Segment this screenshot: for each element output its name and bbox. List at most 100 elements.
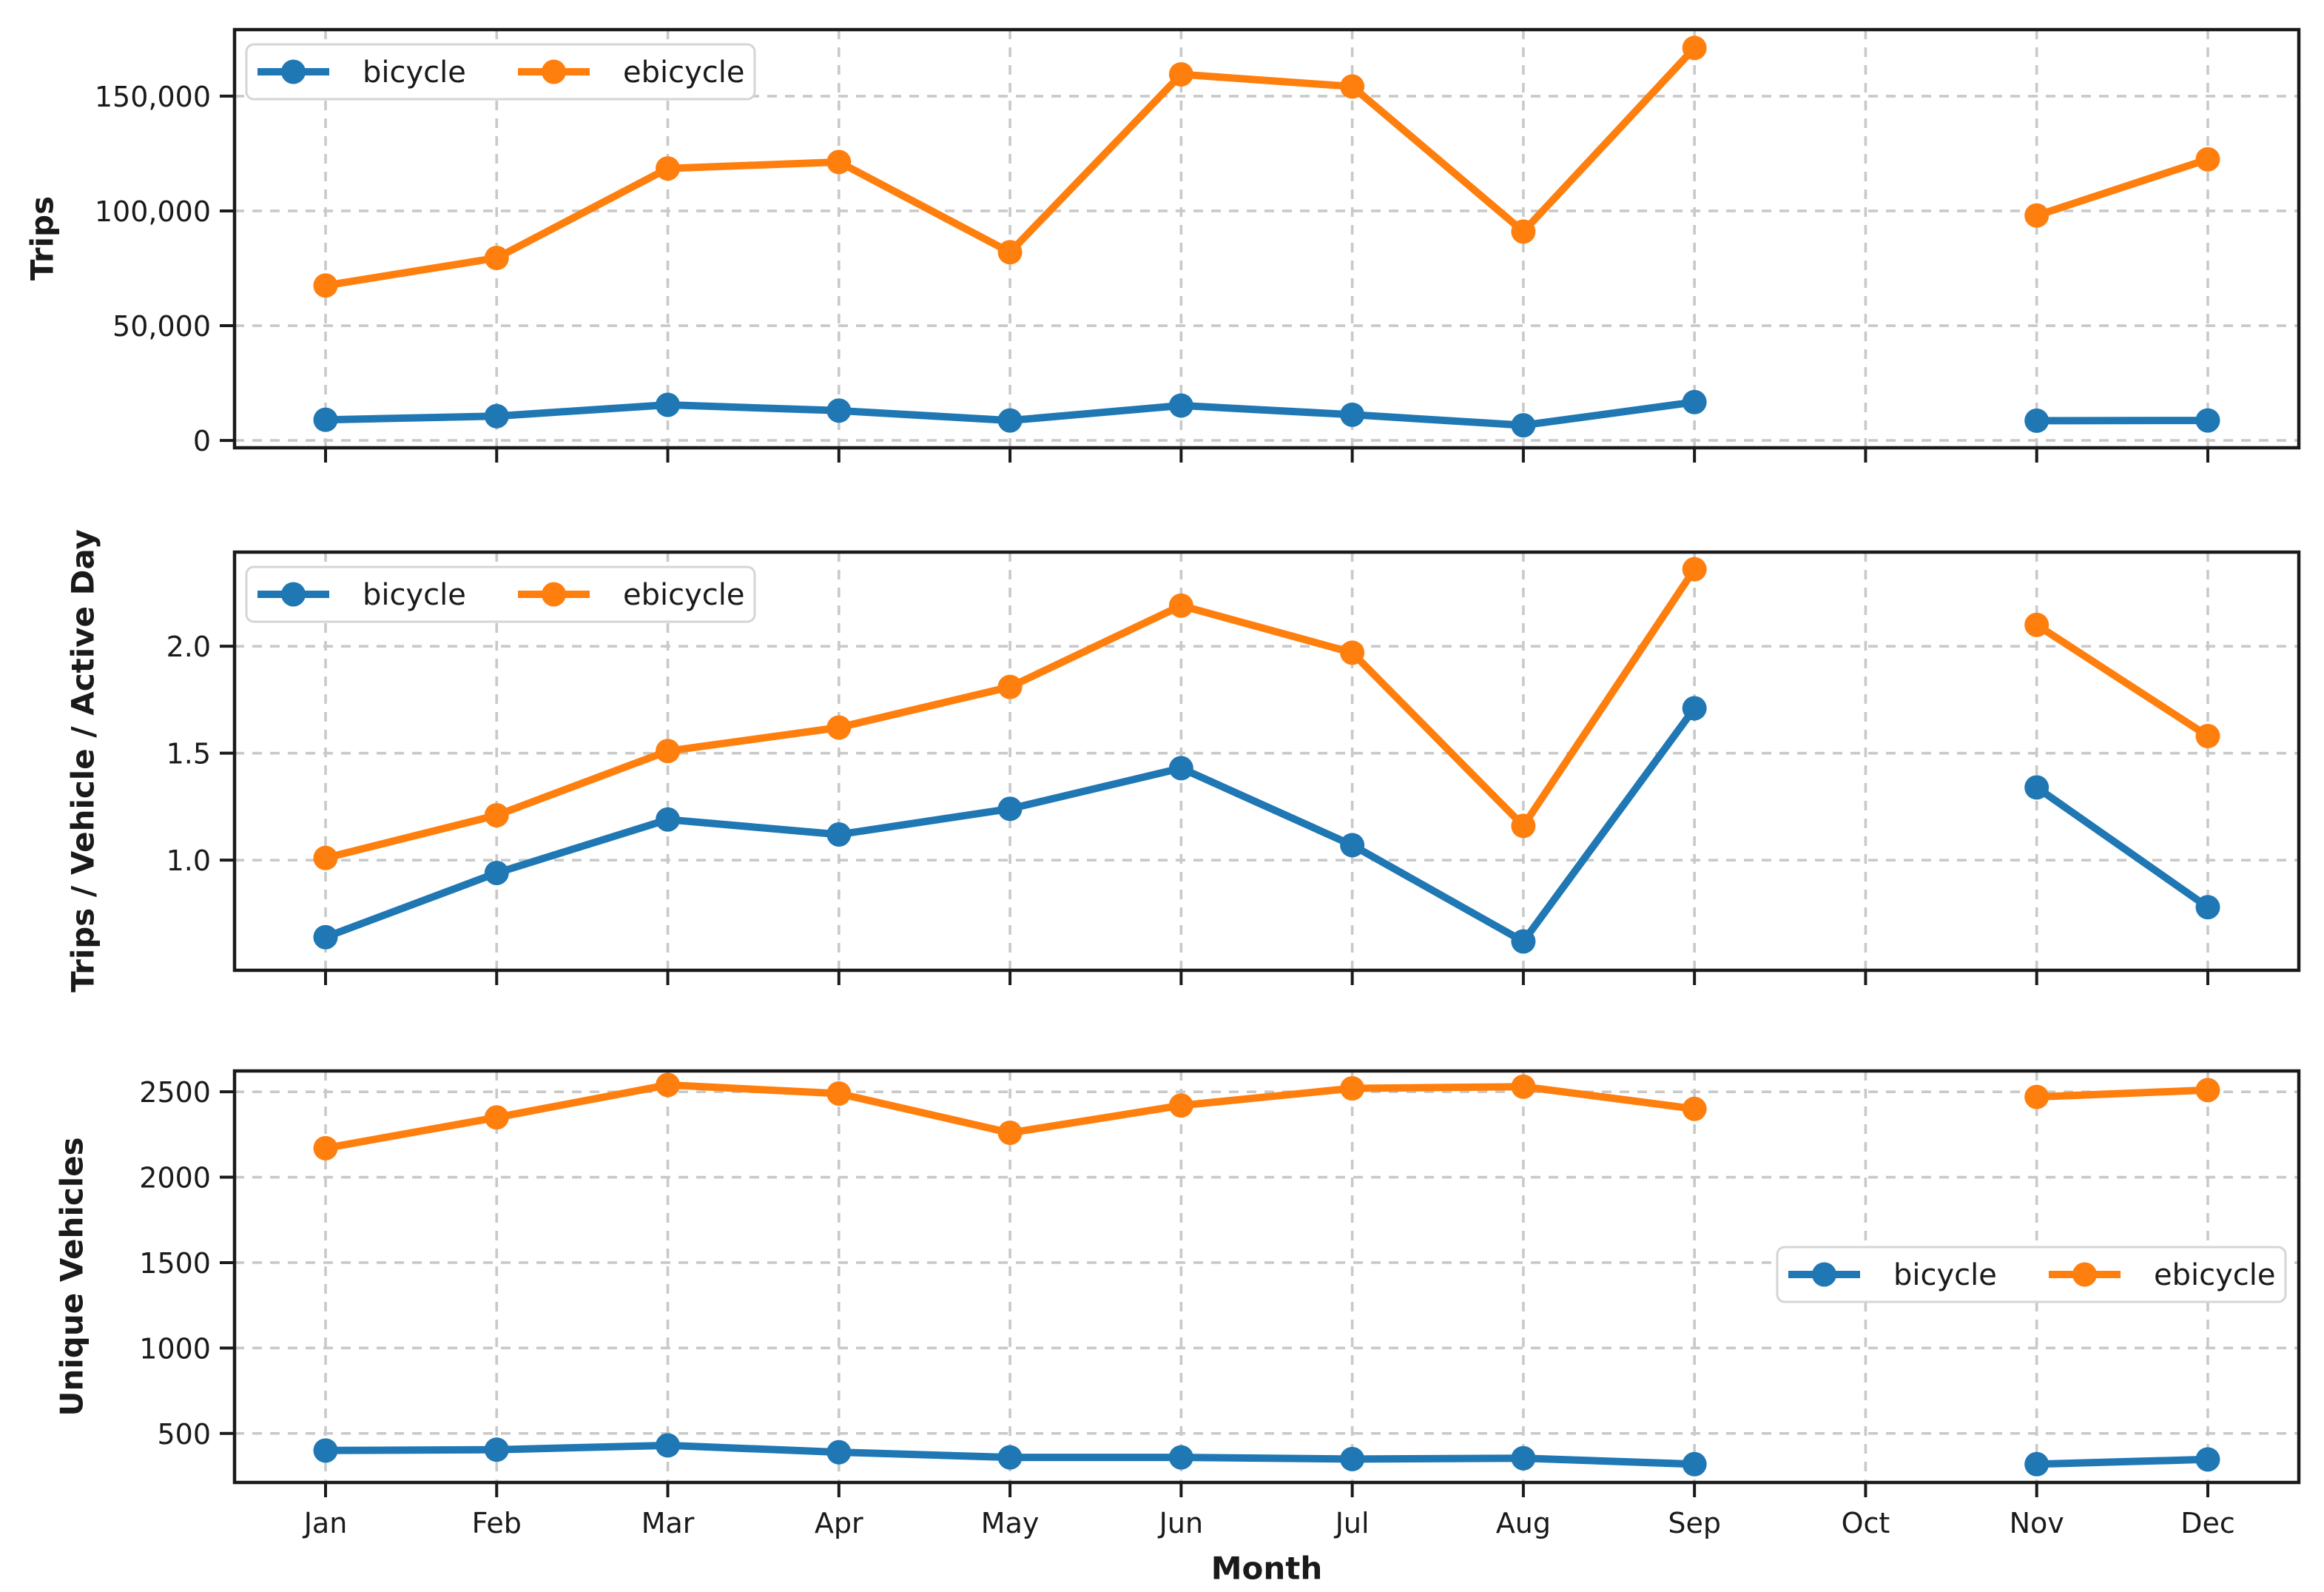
ebicycle-point xyxy=(2024,1084,2050,1109)
bicycle-line xyxy=(322,398,2212,429)
bicycle-point xyxy=(826,398,852,423)
x-tick-label: May xyxy=(981,1507,1040,1539)
bicycle-point xyxy=(1168,1445,1193,1470)
y-axis-label-trips: Trips xyxy=(24,195,61,281)
ebicycle-point xyxy=(2195,724,2220,749)
ebicycle-point xyxy=(484,1105,509,1130)
y-tick-label: 2.0 xyxy=(166,631,211,663)
legend-label: ebicycle xyxy=(623,56,745,90)
bicycle-point xyxy=(1682,1451,1707,1477)
ebicycle-point xyxy=(1168,61,1193,87)
ebicycle-point xyxy=(484,802,509,827)
bicycle-point xyxy=(2195,408,2220,433)
bicycle-point xyxy=(2195,895,2220,920)
bicycle-point xyxy=(484,861,509,886)
bicycle-point xyxy=(997,796,1023,822)
ebicycle-markers xyxy=(313,36,2220,298)
y-tick-label: 1000 xyxy=(139,1332,211,1365)
y-tick-label: 0 xyxy=(193,425,211,457)
legend-label: ebicycle xyxy=(2154,1258,2276,1292)
bicycle-markers xyxy=(313,1433,2220,1477)
bicycle-point xyxy=(2024,775,2050,800)
legend-sample-marker xyxy=(542,59,566,84)
bicycle-point xyxy=(2024,1451,2050,1477)
ebicycle-point xyxy=(1168,1093,1193,1118)
y-tick-label: 2500 xyxy=(139,1076,211,1109)
ebicycle-point xyxy=(656,1072,681,1098)
legend-sample-marker xyxy=(281,582,306,607)
gridlines xyxy=(235,1071,2299,1482)
bicycle-point xyxy=(484,1437,509,1462)
ebicycle-point xyxy=(313,273,338,298)
bicycle-point xyxy=(1511,1445,1536,1471)
ebicycle-point xyxy=(1511,1074,1536,1099)
x-tick-label: Jun xyxy=(1158,1507,1203,1539)
legend-label: bicycle xyxy=(363,578,466,612)
bicycle-point xyxy=(313,1438,338,1463)
ebicycle-point xyxy=(2024,203,2050,228)
bicycle-point xyxy=(2024,408,2050,433)
ebicycle-point xyxy=(2195,147,2220,172)
y-axis-label-unique-vehicles: Unique Vehicles xyxy=(53,1137,90,1417)
bicycle-point xyxy=(1682,389,1707,414)
y-tick-label: 2000 xyxy=(139,1162,211,1195)
legend-box xyxy=(245,43,756,101)
bicycle-point xyxy=(484,403,509,429)
bicycle-point xyxy=(1340,833,1365,858)
ebicycle-point xyxy=(1682,557,1707,582)
legend: bicycle ebicycle xyxy=(245,43,756,101)
ebicycle-point xyxy=(1340,1076,1365,1101)
bicycle-point xyxy=(1511,413,1536,438)
x-axis-label-month: Month xyxy=(1210,1550,1323,1587)
ebicycle-point xyxy=(826,715,852,740)
axes-0: 0 50,000 100,000 150,000 bicycle ebicycle xyxy=(95,27,2301,463)
y-tick-label: 500 xyxy=(157,1418,211,1451)
ebicycle-line xyxy=(322,1081,2212,1152)
bicycle-point xyxy=(313,924,338,950)
ebicycle-point xyxy=(2024,612,2050,637)
ebicycle-point xyxy=(1511,219,1536,244)
bicycle-point xyxy=(826,1440,852,1465)
legend-sample-marker xyxy=(1812,1262,1836,1287)
legend: bicycle ebicycle xyxy=(245,565,756,623)
bicycle-markers xyxy=(313,389,2220,438)
x-tick-label: Aug xyxy=(1496,1507,1551,1539)
ebicycle-point xyxy=(2195,1078,2220,1103)
tick-marks xyxy=(220,94,2209,463)
axes-1: 1.0 1.5 2.0 bicycle ebicycle xyxy=(166,550,2301,985)
bicycle-point xyxy=(997,408,1023,433)
y-axis-label-trips-per-vehicle: Trips / Vehicle / Active Day xyxy=(64,529,101,993)
ebicycle-point xyxy=(826,1081,852,1106)
x-tick-label: Nov xyxy=(2010,1507,2064,1539)
ebicycle-point xyxy=(1340,640,1365,665)
ebicycle-point xyxy=(997,240,1023,265)
bicycle-point xyxy=(1340,402,1365,427)
tick-marks xyxy=(220,645,2209,985)
y-tick-label: 50,000 xyxy=(112,310,211,343)
bicycle-point xyxy=(2195,1447,2220,1472)
ebicycle-point xyxy=(1682,36,1707,61)
legend-label: ebicycle xyxy=(623,578,745,612)
x-tick-label: Oct xyxy=(1842,1507,1890,1539)
bicycle-point xyxy=(1168,756,1193,781)
legend-label: bicycle xyxy=(363,56,466,90)
ebicycle-point xyxy=(1168,593,1193,618)
ebicycle-point xyxy=(484,246,509,271)
ebicycle-point xyxy=(997,1121,1023,1146)
x-tick-label: Jan xyxy=(303,1507,348,1539)
bicycle-point xyxy=(656,807,681,832)
ebicycle-point xyxy=(1682,1096,1707,1121)
ebicycle-point xyxy=(656,156,681,181)
bicycle-point xyxy=(1168,393,1193,418)
bicycle-point xyxy=(826,822,852,847)
ebicycle-point xyxy=(656,739,681,764)
bicycle-point xyxy=(1511,929,1536,954)
legend-box xyxy=(245,565,756,623)
y-tick-label: 150,000 xyxy=(95,81,211,113)
y-tick-label: 100,000 xyxy=(95,195,211,228)
ebicycle-point xyxy=(1511,813,1536,839)
bicycle-line xyxy=(322,705,2212,945)
axes-2: 500 1000 1500 2000 2500 Jan Feb Mar Apr May Jun Jul… xyxy=(139,1069,2301,1539)
